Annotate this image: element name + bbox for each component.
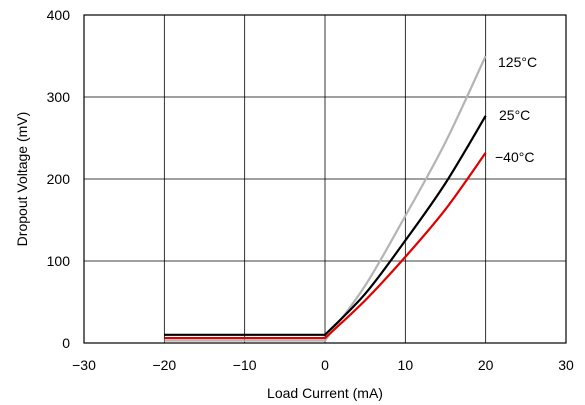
grid-lines: [84, 15, 566, 343]
y-tick-label: 100: [47, 253, 71, 269]
plot-frame: [83, 14, 567, 344]
y-tick-label: 400: [47, 7, 71, 23]
y-tick-labels: 0 100 200 300 400: [47, 7, 71, 351]
y-tick-label: 200: [47, 171, 71, 187]
series-label-1: 25°C: [499, 107, 530, 123]
x-tick-label: −30: [72, 357, 96, 373]
x-tick-label: 10: [398, 357, 414, 373]
series-lines: [164, 55, 487, 342]
x-tick-labels: −30 −20 −10 0 10 20 30: [72, 357, 574, 373]
y-tick-label: 300: [47, 89, 71, 105]
x-tick-label: 0: [321, 357, 329, 373]
series-labels: 125°C 25°C −40°C: [495, 54, 537, 165]
x-tick-label: 20: [478, 357, 494, 373]
series-label-0: 125°C: [498, 54, 537, 70]
y-axis-title: Dropout Voltage (mV): [14, 112, 30, 247]
series-line-0: [164, 55, 487, 342]
series-line-1: [164, 115, 487, 336]
x-tick-label: 30: [558, 357, 574, 373]
x-tick-label: −10: [233, 357, 257, 373]
series-label-2: −40°C: [495, 149, 534, 165]
series-line-2: [164, 152, 487, 340]
x-tick-label: −20: [152, 357, 176, 373]
x-axis-title: Load Current (mA): [267, 385, 383, 401]
y-tick-label: 0: [62, 335, 70, 351]
